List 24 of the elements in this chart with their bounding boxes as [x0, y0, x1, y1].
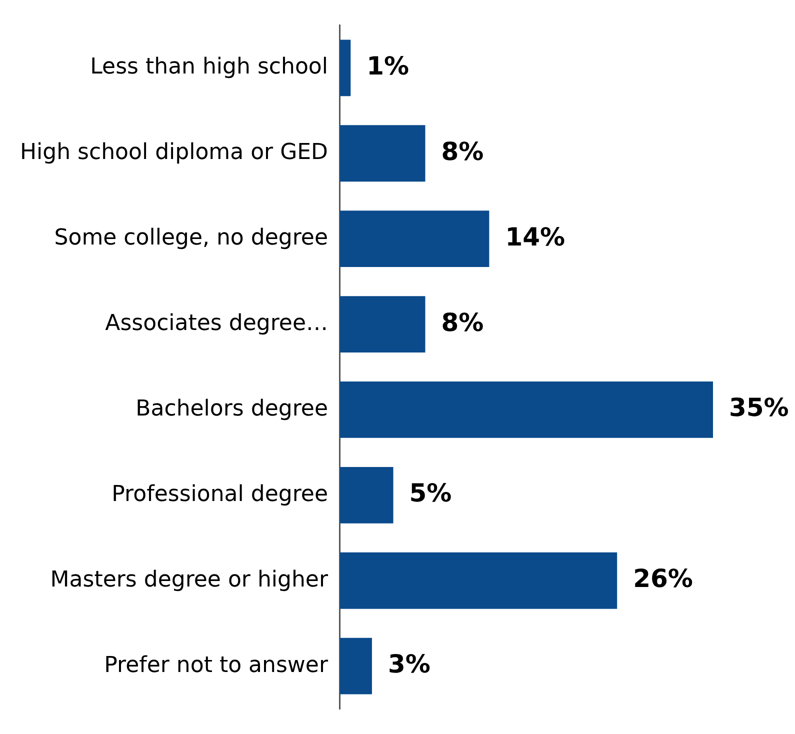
- data-label: 8%: [441, 136, 484, 166]
- y-tick-label: High school diploma or GED: [20, 140, 328, 166]
- bar: [340, 296, 426, 352]
- data-label: 8%: [441, 308, 484, 337]
- bar: [340, 638, 372, 694]
- bar: [340, 382, 713, 438]
- y-tick-label: Prefer not to answer: [104, 652, 329, 678]
- bar: [340, 125, 426, 182]
- y-tick-label: Less than high school: [90, 54, 328, 80]
- data-label: 26%: [633, 564, 693, 594]
- data-label: 1%: [366, 51, 410, 80]
- data-label: 3%: [388, 650, 430, 679]
- bar: [340, 466, 394, 524]
- y-tick-label: Masters degree or higher: [50, 567, 329, 592]
- y-tick-label: Bachelors degree: [136, 396, 328, 422]
- bar: [340, 552, 618, 609]
- bar: [340, 40, 351, 96]
- data-label: 14%: [505, 222, 566, 252]
- data-label: 5%: [409, 478, 452, 508]
- y-tick-label: Professional degree: [112, 482, 328, 507]
- data-label: 35%: [729, 393, 789, 422]
- y-tick-label: Associates degree…: [105, 310, 328, 336]
- bar: [340, 210, 490, 268]
- y-tick-label: Some college, no degree: [54, 226, 328, 251]
